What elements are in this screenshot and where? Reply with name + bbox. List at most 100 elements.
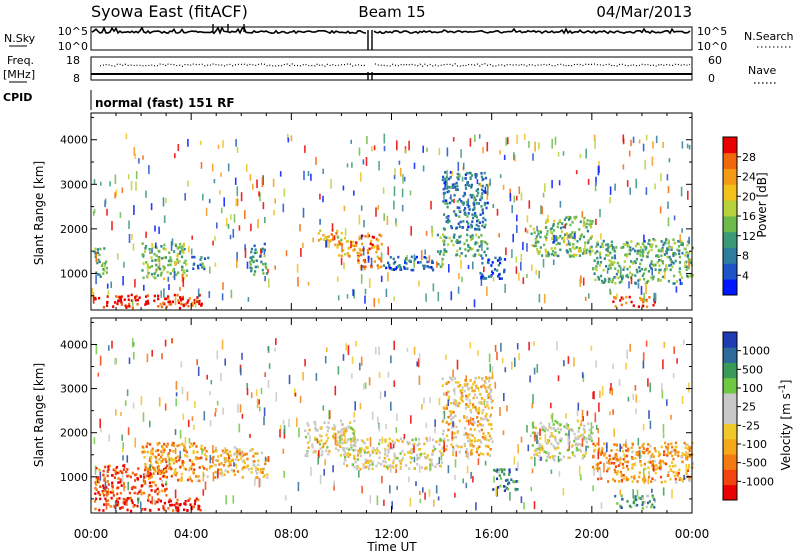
echo-cell [653, 292, 655, 302]
echo-cell [480, 205, 483, 208]
echo-cell [685, 451, 687, 460]
echo-cell [545, 238, 548, 242]
echo-cell [614, 494, 617, 498]
echo-cell [614, 267, 617, 270]
echo-cell [162, 505, 165, 508]
echo-cell [657, 248, 661, 252]
echo-cell [498, 277, 501, 280]
colorbar-swatch [723, 137, 737, 154]
echo-cell [596, 262, 599, 265]
echo-cell [95, 478, 97, 485]
echo-cell [354, 461, 357, 464]
echo-cell [628, 281, 630, 289]
echo-cell [608, 264, 611, 268]
echo-cell [252, 459, 255, 463]
echo-cell [671, 489, 673, 499]
echo-cell [591, 425, 594, 429]
echo-cell [179, 286, 181, 291]
echo-cell [537, 240, 540, 244]
echo-cell [663, 461, 666, 465]
echo-cell [503, 489, 506, 492]
echo-cell [188, 476, 191, 479]
echo-cell [105, 266, 108, 270]
echo-cell [608, 462, 611, 465]
echo-cell [135, 473, 138, 476]
echo-cell [590, 431, 593, 435]
echo-cell [178, 260, 181, 263]
echo-cell [449, 201, 452, 205]
echo-cell [477, 225, 480, 228]
echo-cell [654, 467, 657, 471]
echo-cell [453, 210, 456, 213]
echo-cell [156, 274, 159, 277]
echo-cell [640, 454, 643, 458]
echo-cell [119, 478, 122, 481]
echo-cell [644, 248, 647, 251]
echo-cell [224, 469, 227, 472]
echo-cell [184, 449, 187, 453]
echo-cell [547, 254, 550, 258]
echo-cell [628, 150, 631, 157]
echo-cell [626, 460, 629, 464]
echo-cell [150, 464, 153, 467]
echo-cell [122, 468, 125, 471]
echo-cell [358, 147, 361, 156]
echo-cell [98, 508, 101, 512]
echo-cell [571, 429, 574, 433]
echo-cell [540, 456, 542, 461]
echo-cell [130, 499, 133, 502]
echo-cell [670, 263, 673, 267]
echo-cell [103, 247, 106, 250]
echo-cell [544, 427, 547, 431]
echo-cell [612, 478, 615, 481]
echo-cell [484, 241, 487, 244]
echo-cell [616, 261, 619, 265]
colorbar-tick-label: 100 [742, 382, 763, 395]
echo-cell [566, 250, 569, 254]
echo-cell [246, 383, 248, 390]
echo-cell [431, 463, 434, 467]
echo-cell [562, 488, 565, 496]
echo-cell [596, 462, 600, 466]
echo-cell [632, 393, 635, 401]
nsearch-tick-top: 10^5 [697, 25, 727, 38]
echo-cell [314, 427, 318, 430]
echo-cell [314, 438, 317, 441]
echo-cell [167, 452, 171, 455]
echo-cell [492, 277, 495, 282]
echo-cell [304, 145, 306, 153]
echo-cell [156, 492, 159, 496]
echo-cell [393, 455, 396, 458]
echo-cell [632, 304, 635, 307]
echo-cell [135, 294, 138, 298]
echo-cell [499, 261, 502, 265]
echo-cell [230, 468, 233, 472]
echo-cell [473, 393, 477, 396]
echo-cell [570, 428, 573, 432]
echo-cell [350, 240, 352, 249]
echo-cell [94, 465, 97, 475]
echo-cell [378, 371, 381, 379]
echo-cell [220, 454, 223, 457]
echo-cell [340, 231, 343, 235]
colorbar-swatch [723, 231, 737, 248]
echo-cell [465, 403, 468, 406]
echo-cell [385, 424, 387, 430]
echo-cell [437, 291, 440, 302]
echo-cell [466, 203, 469, 206]
echo-cell [464, 248, 467, 251]
echo-cell [95, 252, 97, 263]
echo-cell [579, 278, 581, 287]
echo-cell [457, 381, 460, 384]
echo-cell [191, 235, 193, 240]
echo-cell [653, 478, 656, 482]
echo-cell [367, 461, 370, 465]
echo-cell [105, 502, 108, 510]
echo-cell [182, 251, 185, 254]
echo-cell [587, 241, 590, 244]
echo-cell [577, 250, 580, 253]
echo-cell [320, 439, 323, 442]
echo-cell [339, 454, 342, 457]
echo-cell [331, 238, 335, 241]
echo-cell [93, 208, 96, 214]
